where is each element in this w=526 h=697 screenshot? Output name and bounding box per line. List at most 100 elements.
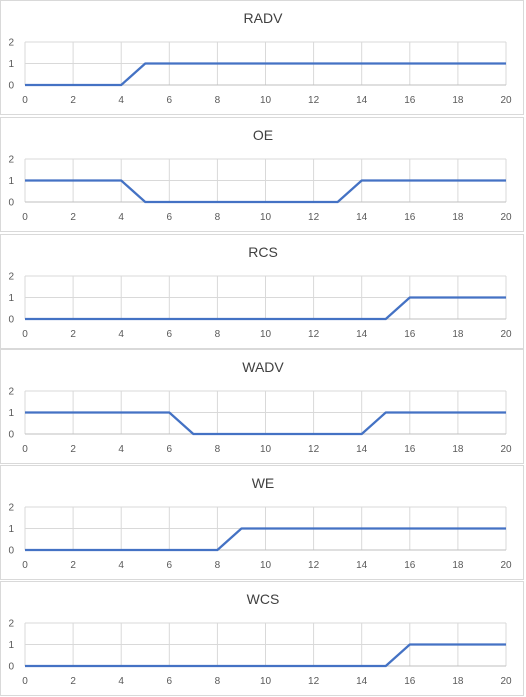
series-line-we — [25, 527, 506, 552]
y-tick-label: 0 — [8, 198, 14, 209]
x-tick-label: 6 — [167, 212, 173, 223]
x-tick-label: 14 — [356, 329, 368, 340]
x-tick-label: 8 — [215, 212, 221, 223]
x-tick-label: 20 — [500, 212, 512, 223]
chart-title: OE — [253, 127, 273, 143]
y-tick-label: 1 — [8, 176, 14, 187]
chart-panel-wadv: WADV 0 1 2 0 2 4 6 8 10 12 14 16 18 20 — [0, 349, 524, 464]
x-tick-label: 8 — [215, 444, 221, 455]
x-tick-label: 4 — [118, 95, 124, 106]
chart-panel-we: WE 0 1 2 0 2 4 6 8 10 12 14 16 18 20 — [0, 465, 524, 580]
chart-title: WADV — [242, 359, 284, 375]
x-tick-label: 0 — [22, 444, 28, 455]
x-tick-label: 0 — [22, 329, 28, 340]
x-tick-label: 20 — [500, 676, 512, 687]
x-tick-label: 2 — [70, 95, 76, 106]
x-tick-label: 20 — [500, 95, 512, 106]
chart-title: RADV — [244, 10, 284, 26]
x-tick-label: 10 — [260, 676, 272, 687]
x-tick-label: 6 — [167, 676, 173, 687]
x-tick-label: 0 — [22, 212, 28, 223]
chart-title: RCS — [248, 244, 278, 260]
chart-panel-radv: RADV 0 1 2 0 2 4 6 8 10 12 14 16 18 20 — [0, 0, 524, 115]
x-tick-label: 4 — [118, 329, 124, 340]
x-tick-label: 8 — [215, 95, 221, 106]
x-tick-label: 20 — [500, 444, 512, 455]
series-line-radv — [25, 62, 506, 87]
chart-panel-oe: OE 0 1 2 0 2 4 6 8 10 12 14 16 18 20 — [0, 117, 524, 232]
x-tick-label: 16 — [404, 95, 416, 106]
series-line-rcs — [25, 296, 506, 321]
x-tick-label: 14 — [356, 444, 368, 455]
x-tick-label: 8 — [215, 676, 221, 687]
x-tick-label: 12 — [308, 444, 320, 455]
x-tick-label: 0 — [22, 560, 28, 571]
x-tick-label: 16 — [404, 329, 416, 340]
x-tick-label: 4 — [118, 676, 124, 687]
y-tick-label: 1 — [8, 408, 14, 419]
x-tick-label: 12 — [308, 212, 320, 223]
x-tick-label: 2 — [70, 676, 76, 687]
y-tick-label: 2 — [8, 38, 14, 49]
x-tick-label: 18 — [452, 560, 464, 571]
x-tick-label: 14 — [356, 676, 368, 687]
y-tick-label: 2 — [8, 387, 14, 398]
x-tick-label: 10 — [260, 560, 272, 571]
y-tick-label: 0 — [8, 315, 14, 326]
x-tick-label: 14 — [356, 95, 368, 106]
x-tick-label: 14 — [356, 560, 368, 571]
y-tick-label: 1 — [8, 524, 14, 535]
chart-title: WCS — [247, 591, 280, 607]
series-line-wadv — [25, 411, 506, 436]
y-tick-label: 0 — [8, 546, 14, 557]
x-tick-label: 6 — [167, 560, 173, 571]
x-tick-label: 0 — [22, 95, 28, 106]
x-tick-label: 10 — [260, 212, 272, 223]
x-tick-label: 18 — [452, 676, 464, 687]
y-tick-label: 2 — [8, 155, 14, 166]
chart-title: WE — [252, 475, 275, 491]
x-tick-label: 18 — [452, 212, 464, 223]
x-tick-label: 12 — [308, 95, 320, 106]
x-tick-label: 18 — [452, 329, 464, 340]
y-tick-label: 0 — [8, 430, 14, 441]
x-tick-label: 4 — [118, 212, 124, 223]
x-tick-label: 6 — [167, 329, 173, 340]
x-tick-label: 6 — [167, 95, 173, 106]
series-line-oe — [25, 179, 506, 204]
x-tick-label: 16 — [404, 560, 416, 571]
x-tick-label: 16 — [404, 444, 416, 455]
chart-panel-rcs: RCS 0 1 2 0 2 4 6 8 10 12 14 16 18 20 — [0, 234, 524, 349]
x-tick-label: 2 — [70, 329, 76, 340]
x-tick-label: 10 — [260, 95, 272, 106]
x-tick-label: 4 — [118, 560, 124, 571]
x-tick-label: 12 — [308, 676, 320, 687]
x-tick-label: 8 — [215, 560, 221, 571]
x-tick-label: 20 — [500, 560, 512, 571]
x-tick-label: 6 — [167, 444, 173, 455]
y-tick-label: 1 — [8, 293, 14, 304]
y-tick-label: 1 — [8, 640, 14, 651]
x-tick-label: 14 — [356, 212, 368, 223]
x-tick-label: 10 — [260, 329, 272, 340]
x-tick-label: 18 — [452, 444, 464, 455]
x-tick-label: 16 — [404, 212, 416, 223]
x-tick-label: 2 — [70, 212, 76, 223]
x-tick-label: 12 — [308, 560, 320, 571]
y-tick-label: 1 — [8, 59, 14, 70]
x-tick-label: 18 — [452, 95, 464, 106]
series-line-wcs — [25, 643, 506, 668]
x-tick-label: 4 — [118, 444, 124, 455]
x-tick-label: 20 — [500, 329, 512, 340]
y-tick-label: 0 — [8, 81, 14, 92]
chart-panel-wcs: WCS 0 1 2 0 2 4 6 8 10 12 14 16 18 20 — [0, 581, 524, 696]
x-tick-label: 0 — [22, 676, 28, 687]
x-tick-label: 12 — [308, 329, 320, 340]
y-tick-label: 2 — [8, 272, 14, 283]
